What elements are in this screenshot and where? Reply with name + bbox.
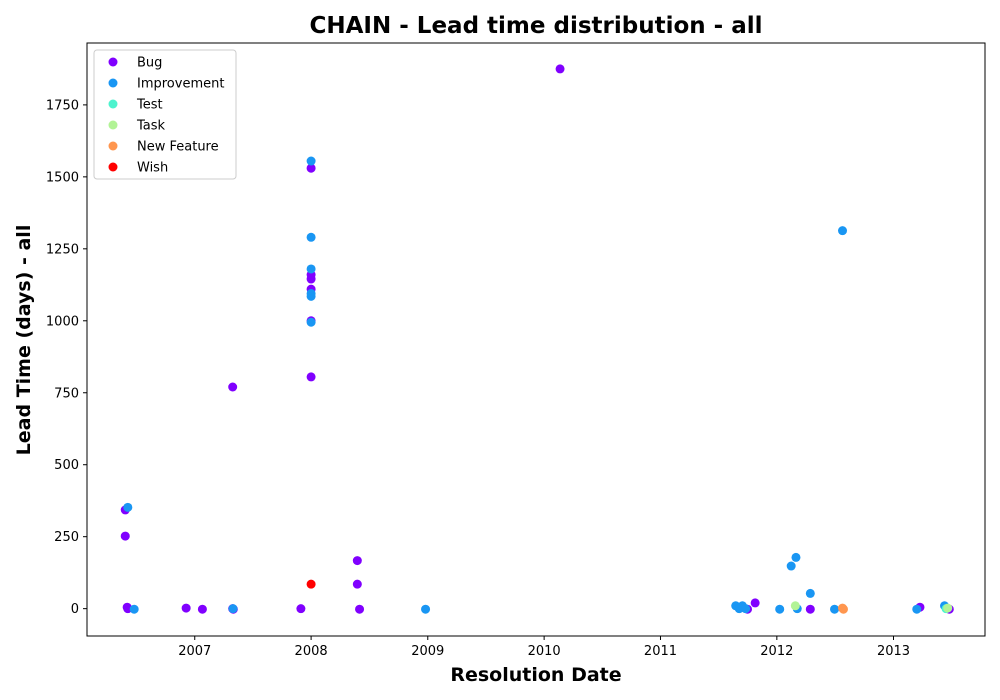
legend-label-wish: Wish [137, 161, 168, 176]
improvement-point [912, 604, 922, 614]
x-tick-label: 2008 [295, 644, 328, 659]
improvement-point [805, 588, 815, 598]
x-tick-label: 2007 [178, 644, 211, 659]
improvement-point [306, 317, 316, 327]
plot-area [87, 43, 985, 636]
x-tick-label: 2009 [411, 644, 444, 659]
bug-point [228, 382, 238, 392]
improvement-point [306, 232, 316, 242]
legend-marker-new-feature [108, 141, 118, 151]
y-tick-label: 500 [54, 458, 79, 473]
x-tick-label: 2013 [877, 644, 910, 659]
legend-label-test: Test [136, 98, 163, 113]
improvement-point [123, 502, 133, 512]
y-tick-label: 0 [71, 602, 79, 617]
improvement-point [838, 226, 848, 236]
x-tick-label: 2012 [760, 644, 793, 659]
x-axis-label: Resolution Date [450, 664, 621, 686]
improvement-point [775, 604, 785, 614]
task-point [943, 603, 953, 613]
legend-label-task: Task [136, 119, 166, 134]
x-tick-label: 2010 [528, 644, 561, 659]
chart-title: CHAIN - Lead time distribution - all [310, 13, 763, 39]
bug-point [306, 274, 316, 284]
wish-point [306, 579, 316, 589]
legend-label-bug: Bug [137, 56, 162, 71]
y-tick-label: 1750 [46, 98, 79, 113]
bug-point [352, 556, 362, 566]
plot-frame [86, 42, 986, 637]
bug-point [306, 372, 316, 382]
y-axis-ticks: 0 250 500 750 1000 1250 1500 1750 [46, 98, 87, 617]
improvement-point [786, 561, 796, 571]
improvement-point [830, 604, 840, 614]
data-points [120, 64, 954, 614]
x-axis-ticks: 2007 2008 2009 2010 2011 2012 2013 [178, 636, 910, 659]
y-tick-label: 1000 [46, 314, 79, 329]
bug-point [805, 604, 815, 614]
bug-point [181, 603, 191, 613]
legend-frame [93, 49, 237, 180]
bug-point [296, 604, 306, 614]
improvement-point [306, 291, 316, 301]
legend-marker-bug [108, 57, 118, 67]
improvement-point [306, 264, 316, 274]
x-tick-label: 2011 [644, 644, 677, 659]
y-tick-label: 1250 [46, 242, 79, 257]
y-axis-label: Lead Time (days) - all [13, 225, 35, 456]
new-feature-point [838, 604, 848, 614]
bug-point [120, 531, 130, 541]
legend-marker-wish [108, 162, 118, 172]
bug-point [355, 604, 365, 614]
legend-label-new-feature: New Feature [137, 140, 219, 155]
improvement-point [791, 552, 801, 562]
task-point [790, 601, 800, 611]
improvement-point [306, 156, 316, 166]
y-tick-label: 750 [54, 386, 79, 401]
bug-point [555, 64, 565, 74]
improvement-point [228, 604, 238, 614]
bug-point [352, 579, 362, 589]
bug-point [197, 604, 207, 614]
legend-marker-task [108, 120, 118, 130]
bug-point [306, 163, 316, 173]
legend-marker-test [108, 99, 118, 109]
legend-marker-improvement [108, 78, 118, 88]
y-tick-label: 1500 [46, 170, 79, 185]
legend-label-improvement: Improvement [137, 77, 224, 92]
improvement-point [421, 604, 431, 614]
y-tick-label: 250 [54, 530, 79, 545]
improvement-point [129, 604, 139, 614]
legend: Bug Improvement Test Task New Feature Wish [93, 49, 237, 180]
improvement-point [741, 604, 751, 614]
bug-point [750, 598, 760, 608]
